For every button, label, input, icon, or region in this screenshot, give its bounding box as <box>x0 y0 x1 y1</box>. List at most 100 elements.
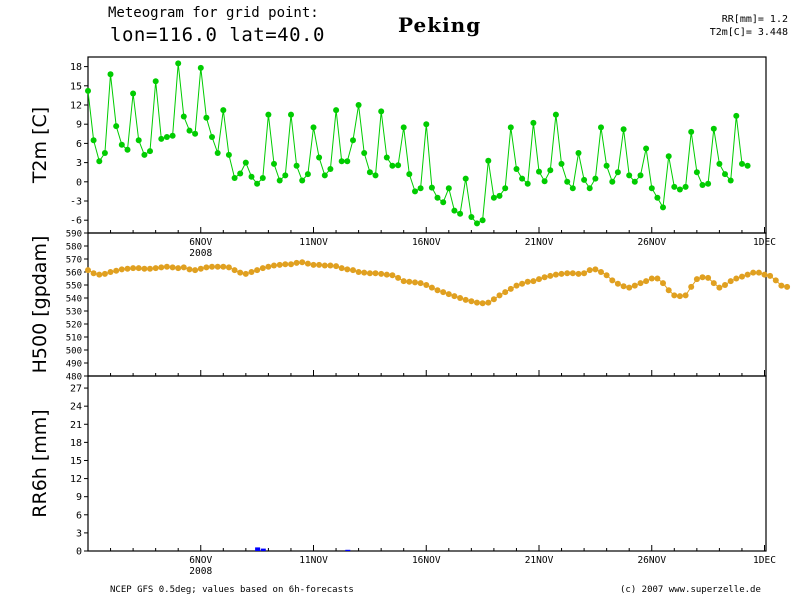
t2m-point <box>468 214 475 220</box>
t2m-point <box>428 184 435 191</box>
t2m-point <box>225 151 232 158</box>
h500-point <box>660 280 666 287</box>
xtick-label-top: 1DEC <box>753 237 776 248</box>
h500-point <box>383 271 390 278</box>
h500-point <box>192 267 199 274</box>
h500-point <box>366 270 373 277</box>
h500-point <box>496 292 503 299</box>
h500-point <box>778 282 785 289</box>
t2m-point <box>333 107 340 114</box>
h500-point <box>316 261 323 268</box>
h500-point <box>744 271 751 278</box>
h500-point <box>231 267 238 274</box>
t2m-point <box>237 170 244 177</box>
h500-ylabel: H500 [gpdam] <box>29 236 51 374</box>
rr6h-ylabel: RR6h [mm] <box>29 409 51 517</box>
t2m-point <box>423 121 430 128</box>
t2m-ytick-label: 9 <box>76 120 82 131</box>
h500-point <box>784 283 791 290</box>
h500-point <box>598 269 604 275</box>
h500-point <box>288 261 294 268</box>
t2m-point <box>147 148 153 155</box>
t2m-point <box>175 60 182 67</box>
h500-point <box>350 267 356 274</box>
t2m-point <box>338 158 345 165</box>
copyright-note: (c) 2007 www.superzelle.de <box>620 585 761 595</box>
t2m-point <box>541 178 548 185</box>
h500-point <box>130 265 137 272</box>
t2m-point <box>180 113 187 120</box>
t2m-point <box>502 185 509 192</box>
t2m-point <box>197 64 204 71</box>
h500-point <box>135 265 142 272</box>
h500-point <box>614 280 621 287</box>
h500-point <box>395 274 402 281</box>
h500-ytick-label: 510 <box>66 334 82 344</box>
h500-point <box>90 270 97 277</box>
t2m-point <box>682 183 689 190</box>
h500-point <box>141 265 148 272</box>
t2m-point <box>400 124 407 131</box>
h500-point <box>180 264 187 271</box>
t2m-point <box>389 162 396 169</box>
h500-point <box>705 274 712 281</box>
h500-point <box>643 278 650 285</box>
h500-point <box>293 259 300 266</box>
h500-point <box>299 259 306 266</box>
t2m-point <box>231 175 238 181</box>
h500-point <box>445 291 452 298</box>
h500-point <box>474 299 480 306</box>
t2m-point <box>524 180 531 187</box>
h500-point <box>124 265 131 272</box>
rr6h-ytick-label: 6 <box>76 510 82 521</box>
h500-point <box>378 270 385 277</box>
t2m-point <box>304 171 311 178</box>
data-source-note: NCEP GFS 0.5deg; values based on 6h-fore… <box>110 585 354 595</box>
t2m-point <box>412 188 418 195</box>
h500-point <box>693 276 700 283</box>
t2m-point <box>710 125 717 132</box>
h500-point <box>676 293 683 300</box>
t2m-point <box>169 132 176 139</box>
h500-point <box>344 266 351 273</box>
t2m-ytick-label: 0 <box>76 177 82 188</box>
h500-ytick-label: 580 <box>66 243 82 253</box>
t2m-point <box>152 78 159 85</box>
t2m-point <box>507 124 514 131</box>
t2m-point <box>242 159 249 166</box>
t2m-point <box>586 185 593 192</box>
rr6h-frame <box>87 375 767 552</box>
t2m-ytick-label: 15 <box>70 81 82 92</box>
t2m-point <box>739 160 745 167</box>
t2m-point <box>259 175 266 181</box>
t2m-point <box>660 204 666 211</box>
xtick-label-bottom: 26NOV <box>637 555 666 566</box>
h500-point <box>772 277 779 284</box>
h500-point <box>665 287 672 294</box>
rr6h-ytick-label: 9 <box>76 492 82 503</box>
h500-point <box>389 272 396 279</box>
t2m-point <box>603 162 610 169</box>
h500-ytick-label: 480 <box>66 373 82 383</box>
h500-point <box>688 283 695 290</box>
h500-ytick-label: 570 <box>66 256 82 266</box>
h500-ytick-label: 530 <box>66 308 82 318</box>
t2m-point <box>265 111 272 118</box>
t2m-point <box>558 160 565 167</box>
h500-point <box>609 277 616 284</box>
h500-point <box>682 292 689 299</box>
stat-t2m-mean: T2m[C]= 3.448 <box>709 27 788 38</box>
t2m-point <box>101 150 108 156</box>
h500-point <box>569 270 576 277</box>
h500-point <box>163 263 170 270</box>
xtick-label-bottom: 6NOV <box>189 555 212 566</box>
h500-point <box>755 269 762 276</box>
h500-point <box>276 261 283 268</box>
t2m-point <box>648 185 655 192</box>
xtick-label-top: 21NOV <box>525 237 554 248</box>
t2m-point <box>519 175 526 182</box>
t2m-point <box>609 178 616 185</box>
year-label-top: 2008 <box>189 248 212 259</box>
t2m-point <box>135 137 142 144</box>
h500-ytick-label: 550 <box>66 282 82 292</box>
